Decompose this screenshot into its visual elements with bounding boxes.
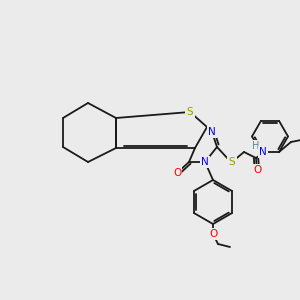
Text: N: N <box>208 127 216 137</box>
Text: O: O <box>209 229 217 239</box>
Text: S: S <box>229 157 235 167</box>
Text: N: N <box>201 157 209 167</box>
Text: O: O <box>253 165 261 175</box>
Text: N: N <box>259 147 267 157</box>
Text: S: S <box>187 107 193 117</box>
Text: O: O <box>173 168 181 178</box>
Text: H: H <box>252 141 260 151</box>
